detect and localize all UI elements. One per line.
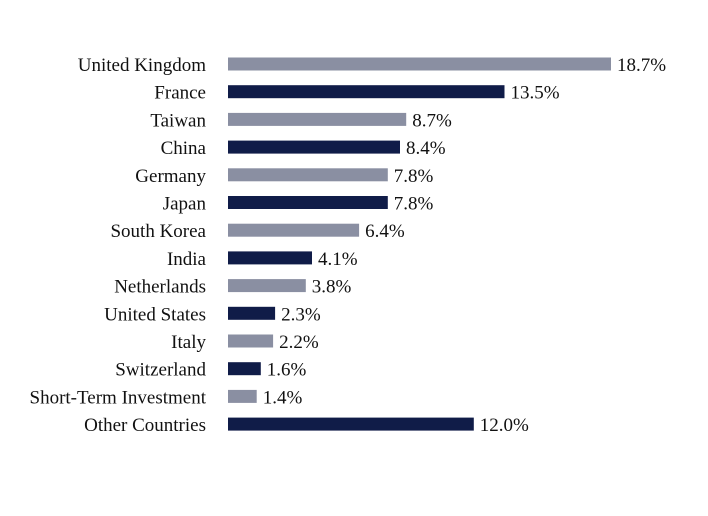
value-label: 13.5% [511, 83, 560, 104]
category-label: Germany [135, 166, 206, 187]
category-label: India [167, 249, 207, 270]
value-label: 1.4% [263, 387, 303, 408]
bar [228, 306, 276, 320]
bar-row: United Kingdom 18.7% [78, 55, 667, 76]
value-label: 3.8% [312, 277, 352, 298]
bar-row: South Korea 6.4% [110, 221, 404, 242]
value-label: 4.1% [318, 249, 358, 270]
value-label: 7.8% [394, 194, 434, 215]
category-label: China [161, 138, 207, 159]
bar [228, 362, 261, 376]
category-label: Japan [163, 194, 207, 215]
bar-row: Other Countries 12.0% [84, 415, 529, 436]
bar-row: Germany 7.8% [135, 166, 433, 187]
value-label: 1.6% [267, 360, 307, 381]
category-label: Short-Term Investment [30, 387, 207, 408]
value-label: 8.4% [406, 138, 446, 159]
bar [228, 417, 474, 431]
bar-row: China 8.4% [161, 138, 446, 159]
value-label: 12.0% [480, 415, 529, 436]
bar [228, 85, 505, 99]
value-label: 2.2% [279, 332, 319, 353]
category-label: Taiwan [150, 110, 206, 131]
category-label: France [154, 83, 206, 104]
value-label: 18.7% [617, 55, 666, 76]
bar [228, 112, 407, 126]
value-label: 6.4% [365, 221, 405, 242]
bar [228, 334, 274, 348]
bar-row: Taiwan 8.7% [150, 110, 452, 131]
category-label: United States [104, 304, 206, 325]
bar [228, 389, 257, 403]
bar-row: Japan 7.8% [163, 194, 434, 215]
bar [228, 140, 400, 154]
category-label: United Kingdom [78, 55, 206, 76]
category-label: Switzerland [115, 360, 206, 381]
category-label: Other Countries [84, 415, 206, 436]
value-label: 8.7% [412, 110, 452, 131]
bar [228, 223, 360, 237]
bar [228, 168, 388, 182]
category-label: South Korea [110, 221, 206, 242]
bar-row: Short-Term Investment 1.4% [30, 387, 303, 408]
bar-rows: United Kingdom 18.7% France 13.5% Taiwan 8.7%… [30, 55, 667, 436]
bar-row: France 13.5% [154, 83, 559, 104]
bar-row: Netherlands 3.8% [114, 277, 351, 298]
bar [228, 279, 306, 293]
category-label: Netherlands [114, 277, 206, 298]
category-label: Italy [171, 332, 206, 353]
bar-row: United States 2.3% [104, 304, 321, 325]
bar-row: Italy 2.2% [171, 332, 319, 353]
bar-row: India 4.1% [167, 249, 358, 270]
value-label: 2.3% [281, 304, 321, 325]
bar [228, 251, 312, 265]
value-label: 7.8% [394, 166, 434, 187]
bar-row: Switzerland 1.6% [115, 360, 306, 381]
bar [228, 57, 611, 71]
bar [228, 196, 388, 209]
